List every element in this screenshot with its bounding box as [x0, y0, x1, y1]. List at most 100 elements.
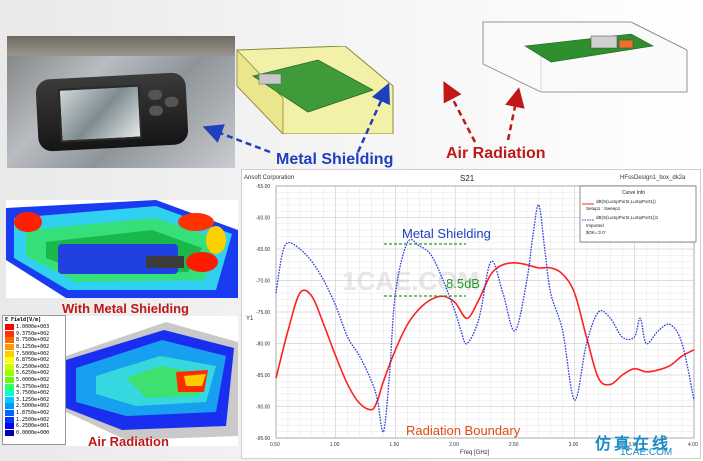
- legend-row: 7.5000e+002: [5, 350, 65, 357]
- x-tick-label: 1.50: [389, 442, 399, 448]
- x-tick-label: 1.00: [330, 442, 340, 448]
- legend-tick-label: 7.5000e+002: [16, 350, 50, 357]
- legend-swatch: [5, 330, 14, 337]
- legend-swatch: [5, 429, 14, 436]
- legend-swatch: [5, 390, 14, 397]
- legend-swatch: [5, 350, 14, 357]
- legend-row: 3.7500e+002: [5, 390, 65, 397]
- legend-tick-label: 3.1250e+002: [16, 396, 50, 403]
- legend-tick-label: 8.7500e+002: [16, 337, 50, 344]
- legend-row: 1.8750e+002: [5, 410, 65, 417]
- legend-swatch: [5, 370, 14, 377]
- phone-photo: [7, 36, 235, 168]
- legend-tick-label: 1.2500e+002: [16, 416, 50, 423]
- legend-swatch: [5, 403, 14, 410]
- callout-arrows: [202, 81, 525, 154]
- curve2-name: dB(S(LumpPort2,LumpPort1))1: [596, 215, 659, 220]
- series-line-radiation: [275, 262, 695, 411]
- plot-annotation-db: 8.5dB: [446, 276, 480, 291]
- y-tick-label: -95.00: [256, 436, 270, 442]
- y-tick-label: -85.00: [256, 373, 270, 379]
- legend-row: 9.3750e+002: [5, 330, 65, 338]
- legend-row: 1.2500e+002: [5, 416, 65, 423]
- foil-wrap: [7, 36, 235, 56]
- legend-row: 3.1250e+002: [5, 396, 65, 404]
- legend-row: 2.5000e+002: [5, 403, 65, 410]
- y-tick-label: -65.00: [256, 247, 270, 253]
- plot-title: S21: [460, 174, 475, 183]
- x-tick-label: 3.00: [569, 442, 579, 448]
- plot-curves: [275, 204, 695, 433]
- x-axis-label: Freq [GHz]: [460, 450, 490, 456]
- metal-shielding-label: Metal Shielding: [276, 151, 394, 168]
- plot-design-name: HFssDesign1_box_dk2a: [620, 175, 686, 181]
- series-line-metal: [275, 204, 695, 433]
- watermark-text: 1CAE.COM: [342, 266, 479, 296]
- legend-row: 6.2500e+002: [5, 363, 65, 371]
- simulation-air-radiation: [66, 316, 238, 446]
- plot-annotation-radiation: Radiation Boundary: [406, 423, 521, 438]
- x-tick-label: 2.00: [449, 442, 459, 448]
- legend-tick-label: 1.8750e+002: [16, 410, 50, 417]
- y-tick-label: -75.00: [256, 310, 270, 316]
- x-tick-label: 0.50: [270, 442, 280, 448]
- y-tick-label: -80.00: [256, 342, 270, 348]
- legend-row: 8.7500e+002: [5, 337, 65, 344]
- with-metal-shielding-label: With Metal Shielding: [62, 301, 189, 316]
- air-radiation-label: Air Radiation: [446, 145, 546, 162]
- curve1-name: dB(S(LumpPort2,LumpPort1)): [596, 199, 656, 204]
- legend-swatch: [5, 383, 14, 390]
- curve-info-title: Curve Info: [622, 190, 645, 196]
- site-watermark-url: 1CAE.COM: [620, 447, 673, 458]
- legend-row: 6.2500e+001: [5, 423, 65, 430]
- legend-swatch: [5, 357, 14, 364]
- s21-plot: Ansoft Corporation S21 HFssDesign1_box_d…: [241, 169, 701, 459]
- air-radiation-sim-label: Air Radiation: [88, 434, 169, 449]
- y-axis-label: Y1: [246, 316, 254, 322]
- legend-swatch: [5, 423, 14, 430]
- y-tick-label: -70.00: [256, 279, 270, 285]
- plot-annotation-metal: Metal Shielding: [402, 226, 491, 241]
- legend-swatch: [5, 377, 14, 384]
- legend-tick-label: 2.5000e+002: [16, 403, 50, 410]
- plot-ticks: 0.50 1.00 1.50 2.00 2.50 3.00 3.50 4.00 -55.00 -6…: [256, 184, 698, 448]
- site-watermark: 仿真在线: [595, 436, 672, 453]
- legend-tick-label: 1.0000e+003: [16, 324, 50, 331]
- curve-info-box: Curve Info dB(S(LumpPort2,LumpPort1)) Se…: [579, 185, 697, 243]
- legend-swatch: [5, 410, 14, 417]
- legend-swatch: [5, 324, 14, 331]
- curve2-setup: Imported: [586, 223, 604, 228]
- legend-swatch: [5, 363, 14, 370]
- x-tick-label: 2.50: [509, 442, 519, 448]
- legend-tick-label: 5.0000e+002: [16, 377, 50, 384]
- air-radiation-box-model: [482, 21, 688, 93]
- legend-tick-label: 6.8750e+002: [16, 357, 50, 364]
- curve2-extra: $OK='2.0': [586, 230, 606, 235]
- y-tick-label: -90.00: [256, 405, 270, 411]
- legend-tick-label: 5.6250e+002: [16, 370, 50, 377]
- legend-tick-label: 8.1250e+002: [16, 344, 50, 351]
- curve1-setup: Setup1 : Sweep1: [586, 206, 621, 211]
- legend-swatch: [5, 416, 14, 423]
- legend-row: 1.0000e+003: [5, 324, 65, 331]
- legend-row: 0.0000e+000: [5, 429, 65, 437]
- legend-row: 6.8750e+002: [5, 357, 65, 364]
- legend-row: 5.0000e+002: [5, 377, 65, 384]
- x-tick-label: 3.50: [628, 442, 638, 448]
- x-tick-label: 4.00: [688, 442, 698, 448]
- legend-row: 8.1250e+002: [5, 344, 65, 351]
- legend-row: 4.3750e+002: [5, 383, 65, 390]
- legend-tick-label: 4.3750e+002: [16, 383, 50, 390]
- y-tick-label: -55.00: [256, 184, 270, 190]
- simulation-metal-shielding: [6, 200, 238, 298]
- legend-tick-label: 3.7500e+002: [16, 390, 50, 397]
- legend-swatch: [5, 396, 14, 403]
- efield-legend: E Field[V/m] 1.0000e+003 9.3750e+002 8.750…: [2, 315, 66, 445]
- legend-swatch: [5, 337, 14, 344]
- legend-swatch: [5, 344, 14, 351]
- legend-row: 5.6250e+002: [5, 370, 65, 377]
- y-tick-label: -60.00: [256, 216, 270, 222]
- plot-company: Ansoft Corporation: [244, 175, 294, 181]
- legend-tick-label: 6.2500e+002: [16, 363, 50, 370]
- legend-tick-label: 6.2500e+001: [16, 423, 50, 430]
